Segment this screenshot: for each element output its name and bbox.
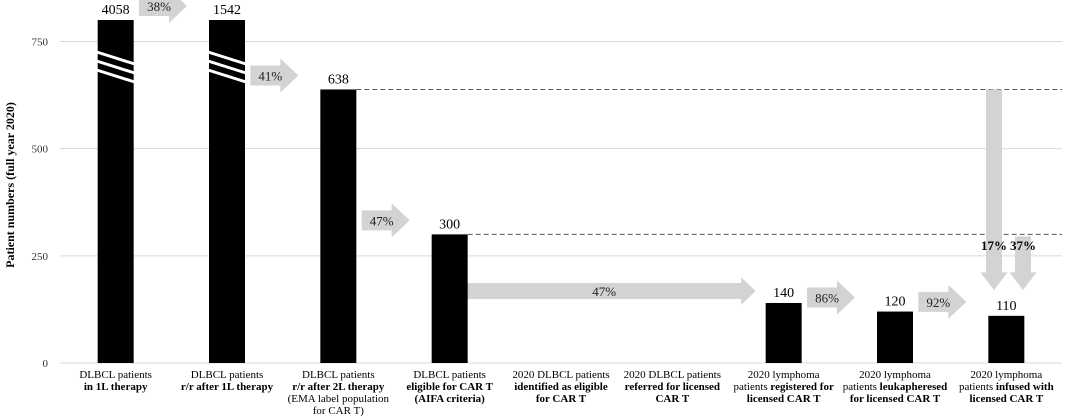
bar [431, 234, 468, 363]
y-tick-label: 0 [43, 358, 49, 370]
category-label: 2020 lymphoma [748, 369, 820, 381]
category-label-part: for licensed CAR T [850, 393, 941, 405]
category-label: DLBCL patients [79, 369, 152, 381]
category-label: licensed CAR T [969, 393, 1043, 405]
y-tick-label: 250 [32, 251, 49, 263]
value-label: 120 [885, 295, 906, 310]
category-label: licensed CAR T [747, 393, 821, 405]
category-label-part: r/r after 2L therapy [292, 381, 385, 393]
transition-arrows [139, 0, 1037, 319]
ratio-percent: 17% [981, 238, 1007, 253]
category-label: 2020 DLBCL patients [624, 369, 721, 381]
category-label: 2020 lymphoma [859, 369, 931, 381]
ratio-percent: 37% [1010, 238, 1036, 253]
transition-arrow [918, 284, 967, 319]
category-label-part: CAR T [655, 393, 689, 405]
category-label-part: referred for licensed [625, 381, 720, 393]
bar [765, 302, 802, 363]
category-label-part: for CAR T [536, 393, 587, 405]
bars [96, 20, 1025, 364]
category-label-part: DLBCL patients [79, 369, 152, 381]
transition-percent: 38% [147, 0, 171, 14]
category-label-part: eligible for CAR T [406, 381, 493, 393]
labels: 38% 41% 47% 86% 92% 47% 17% 37% 4058 1542 638 300 14… [79, 0, 1053, 417]
long-arrow [452, 277, 756, 305]
category-label: (EMA label population [288, 393, 390, 405]
value-label: 140 [773, 286, 794, 301]
bar [320, 89, 357, 364]
category-label-part: 2020 DLBCL patients [624, 369, 721, 381]
category-label: r/r after 2L therapy [292, 381, 385, 393]
category-label: eligible for CAR T [406, 381, 493, 393]
category-label-part: patients [843, 381, 880, 393]
category-label-part: licensed CAR T [747, 393, 821, 405]
value-label: 638 [328, 72, 349, 87]
category-label-part: 2020 lymphoma [859, 369, 931, 381]
reference-lines [356, 88, 1062, 235]
category-label: DLBCL patients [302, 369, 375, 381]
category-label-part: DLBCL patients [302, 369, 375, 381]
transition-percent: 86% [815, 291, 839, 306]
category-label-part: r/r after 1L therapy [181, 381, 274, 393]
category-label-part: (AIFA criteria) [414, 393, 485, 405]
ratio-arrow [1009, 236, 1037, 290]
category-label-part: registered for [770, 381, 834, 393]
category-label-part: for CAR T) [313, 405, 364, 417]
axis-break-mark [96, 50, 136, 66]
category-label: for CAR T) [313, 405, 364, 417]
category-label-part: DLBCL patients [413, 369, 486, 381]
transition-percent: 47% [370, 213, 394, 228]
axis-break-mark [207, 50, 247, 66]
category-label-part: DLBCL patients [191, 369, 264, 381]
category-label: 2020 lymphoma [970, 369, 1042, 381]
y-axis-label: Patient numbers (full year 2020) [3, 102, 17, 268]
category-label: patients infused with [959, 381, 1054, 393]
category-label: (AIFA criteria) [414, 393, 485, 405]
category-label: DLBCL patients [191, 369, 264, 381]
category-label-part: identified as eligible [514, 381, 608, 393]
category-label-part: 2020 lymphoma [970, 369, 1042, 381]
category-label-part: in 1L therapy [84, 381, 148, 393]
value-label: 300 [439, 217, 460, 232]
category-label-part: leukapheresed [880, 381, 948, 393]
transition-arrow [250, 58, 299, 93]
category-label: referred for licensed [625, 381, 720, 393]
axis-break-mark [207, 59, 247, 75]
category-label: DLBCL patients [413, 369, 486, 381]
bar [988, 315, 1025, 363]
category-label-part: (EMA label population [288, 393, 390, 405]
ratio-arrow [980, 89, 1008, 291]
value-label: 110 [996, 299, 1016, 314]
transition-arrow [807, 280, 855, 315]
category-label: for CAR T [536, 393, 587, 405]
category-label: r/r after 1L therapy [181, 381, 274, 393]
category-label: for licensed CAR T [850, 393, 941, 405]
axis-break-mark [207, 68, 247, 84]
value-label: 1542 [213, 3, 241, 18]
category-label-part: infused with [996, 381, 1054, 393]
category-label-part: 2020 DLBCL patients [512, 369, 609, 381]
transition-arrow [139, 0, 187, 23]
transition-percent: 41% [258, 68, 282, 83]
category-label: in 1L therapy [84, 381, 148, 393]
category-label-part: patients [733, 381, 770, 393]
long-arrow-percent: 47% [592, 284, 616, 299]
y-tick-label: 500 [32, 144, 49, 156]
bar [877, 311, 913, 363]
transition-percent: 92% [926, 295, 950, 310]
category-label: patients registered for [733, 381, 834, 393]
category-label-part: 2020 lymphoma [748, 369, 820, 381]
category-label-part: licensed CAR T [969, 393, 1043, 405]
value-label: 4058 [102, 3, 130, 18]
axis-break-mark [96, 68, 136, 84]
category-label: 2020 DLBCL patients [512, 369, 609, 381]
category-label: identified as eligible [514, 381, 608, 393]
axis-break-mark [96, 59, 136, 75]
transition-arrow [361, 203, 410, 238]
category-label: patients leukapheresed [843, 381, 948, 393]
category-label-part: patients [959, 381, 996, 393]
category-label: CAR T [655, 393, 689, 405]
y-tick-label: 750 [32, 36, 49, 48]
